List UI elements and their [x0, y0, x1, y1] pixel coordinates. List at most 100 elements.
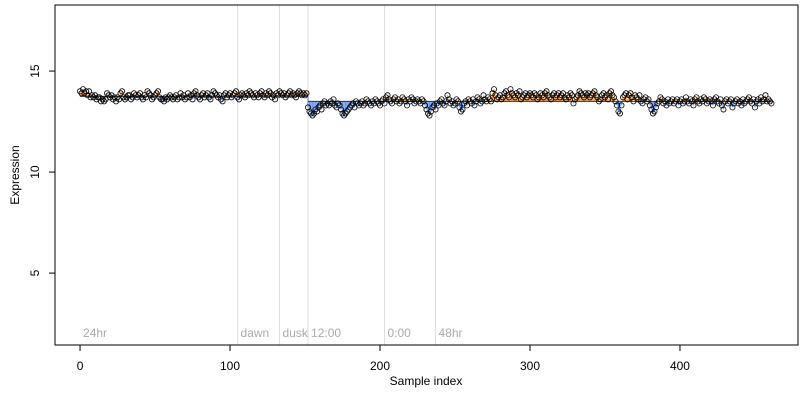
point — [242, 94, 249, 101]
point — [483, 98, 490, 105]
point — [80, 86, 87, 93]
point — [600, 90, 607, 97]
point — [404, 102, 411, 109]
point — [311, 110, 318, 117]
point — [658, 96, 665, 103]
point — [511, 94, 518, 101]
point — [330, 96, 337, 103]
point — [723, 96, 730, 103]
point — [140, 96, 147, 103]
point — [432, 106, 439, 113]
point — [651, 108, 658, 115]
point — [398, 98, 405, 105]
point — [669, 96, 676, 103]
point — [96, 94, 103, 101]
point — [585, 90, 592, 97]
point — [492, 92, 499, 99]
x-tick-label: 100 — [220, 359, 240, 373]
point — [750, 96, 757, 103]
point — [690, 102, 697, 109]
point — [768, 100, 775, 107]
point — [613, 102, 620, 109]
point — [441, 102, 448, 109]
point — [708, 98, 715, 105]
point — [207, 96, 214, 103]
point — [702, 96, 709, 103]
point — [303, 90, 310, 97]
point — [305, 104, 312, 111]
point — [634, 96, 641, 103]
point — [762, 92, 769, 99]
x-tick-label: 200 — [370, 359, 390, 373]
point — [83, 88, 90, 95]
point — [489, 90, 496, 97]
point — [350, 100, 357, 107]
point — [664, 96, 671, 103]
point — [321, 98, 328, 105]
point — [555, 90, 562, 97]
point — [245, 92, 252, 99]
point — [709, 102, 716, 109]
point — [688, 98, 695, 105]
annotation: dawn — [241, 326, 270, 340]
point — [628, 94, 635, 101]
point — [119, 88, 126, 95]
point — [451, 100, 458, 107]
annotation: dusk — [283, 326, 309, 340]
annotation: 0:00 — [388, 326, 412, 340]
point — [591, 88, 598, 95]
point — [718, 102, 725, 109]
annotation: 48hr — [438, 326, 462, 340]
point — [535, 94, 542, 101]
point — [618, 102, 625, 109]
point — [475, 96, 482, 103]
point — [380, 96, 387, 103]
point — [236, 96, 243, 103]
point — [720, 106, 727, 113]
point — [696, 100, 703, 107]
point — [329, 100, 336, 107]
point — [270, 92, 277, 99]
point — [733, 96, 740, 103]
point — [155, 88, 162, 95]
point — [607, 88, 614, 95]
point — [200, 90, 207, 97]
point — [185, 90, 192, 97]
point — [604, 96, 611, 103]
y-tick-label: 10 — [28, 165, 42, 179]
point — [420, 98, 427, 105]
point — [267, 90, 274, 97]
point — [381, 100, 388, 107]
point — [216, 92, 223, 99]
plot-frame — [54, 4, 799, 346]
point — [570, 100, 577, 107]
annotation: 12:00 — [311, 326, 341, 340]
point — [580, 94, 587, 101]
point — [636, 92, 643, 99]
point — [177, 90, 184, 97]
point — [129, 94, 136, 101]
point — [371, 100, 378, 107]
point — [281, 90, 288, 97]
point — [751, 104, 758, 111]
point — [756, 100, 763, 107]
point — [86, 88, 93, 95]
point — [622, 90, 629, 97]
point — [222, 90, 229, 97]
point — [430, 102, 437, 109]
point — [562, 96, 569, 103]
point — [516, 88, 523, 95]
y-axis-title: Expression — [8, 145, 22, 204]
point — [209, 92, 216, 99]
point — [715, 100, 722, 107]
point — [739, 96, 746, 103]
y-tick-label: 5 — [28, 269, 42, 276]
point — [318, 106, 325, 113]
point — [471, 102, 478, 109]
point — [219, 98, 226, 105]
point — [287, 88, 294, 95]
point — [760, 96, 767, 103]
point — [422, 102, 429, 109]
point — [362, 100, 369, 107]
